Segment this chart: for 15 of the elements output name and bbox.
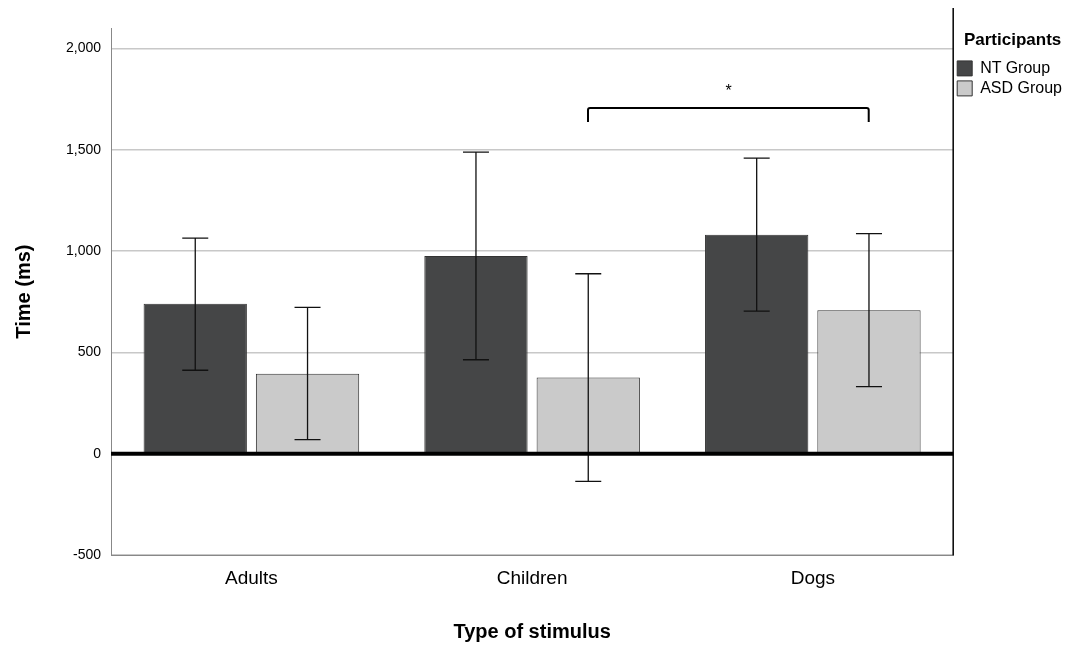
y-tick-label: 500 [77,343,102,360]
legend-label: NT Group [980,58,1051,76]
annotation: * [724,82,733,100]
y-axis-title: Time (ms) [11,244,34,339]
x-tick-label: Children [496,566,568,588]
legend-title: Participants [963,30,1062,50]
y-tick-label: 1,000 [65,241,102,258]
x-axis-title: Type of stimulus [453,619,611,642]
y-tick-label: 1,500 [65,140,102,157]
y-tick-label: 0 [93,444,102,461]
y-tick-label: -500 [73,546,102,563]
legend-label: ASD Group [980,78,1063,96]
x-tick-label: Dogs [790,566,836,588]
y-tick-label: 2,000 [65,39,102,56]
x-tick-label: Adults [224,566,278,588]
